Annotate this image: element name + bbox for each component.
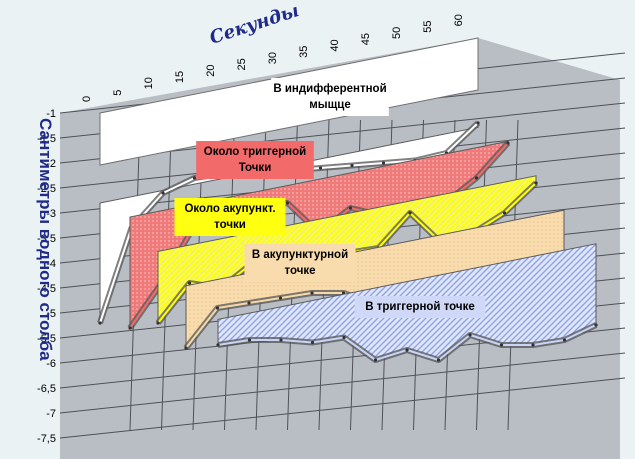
x-axis-title: Секунды: [207, 0, 302, 49]
series-label-bg-1: [196, 141, 314, 179]
data-point-4-7: [436, 358, 441, 362]
y-tick-label: -6,5: [37, 383, 56, 395]
data-point-0-2: [161, 191, 165, 195]
series-label-0: мыщце: [309, 99, 351, 111]
data-point-3-4: [310, 291, 314, 295]
data-point-4-12: [594, 323, 598, 327]
data-point-4-11: [562, 338, 567, 342]
y-tick-label: -4,5: [37, 283, 56, 295]
x-tick-label: 20: [205, 65, 217, 77]
y-tick-label: -2,5: [37, 183, 56, 195]
data-point-0-7: [318, 166, 323, 170]
gridline-h: [59, 377, 626, 439]
x-tick-label: 60: [453, 14, 465, 26]
data-point-4-1: [247, 338, 252, 342]
x-tick-label: 45: [360, 33, 372, 45]
y-tick-label: -1,5: [37, 133, 56, 145]
x-tick-label: 30: [267, 52, 279, 64]
data-point-1-12: [506, 141, 510, 145]
data-point-4-8: [468, 333, 472, 337]
data-point-0-9: [381, 161, 386, 165]
data-point-2-8: [408, 211, 412, 215]
y-tick-label: -3: [46, 208, 56, 220]
x-axis-ticks: 0 5 10 15 20 25 30 35 40 45 50 55 60: [81, 14, 465, 102]
series-label-bg-0: [271, 78, 389, 116]
series-label-3: В акупунктурной: [252, 249, 348, 261]
series-label-3: точке: [284, 265, 315, 277]
data-point-4-2: [279, 338, 283, 342]
x-tick-label: 40: [329, 39, 341, 51]
data-point-2-1: [187, 281, 192, 285]
x-tick-label: 55: [422, 20, 434, 32]
y-tick-label: -4: [46, 258, 56, 270]
data-point-0-3: [192, 176, 197, 180]
data-point-2-12: [534, 181, 538, 185]
data-point-0-12: [476, 121, 480, 125]
data-point-4-9: [499, 343, 504, 347]
data-point-1-5: [285, 201, 290, 205]
y-tick-label: -5: [46, 308, 56, 320]
data-point-1-7: [348, 206, 353, 210]
y-tick-label: -6: [46, 358, 56, 370]
x-tick-label: 0: [81, 96, 93, 102]
y-tick-label: -7,5: [37, 433, 56, 445]
data-point-4-10: [531, 343, 535, 347]
data-point-3-1: [215, 306, 220, 310]
series-label-bg-3: [244, 244, 356, 282]
data-point-0-8: [350, 163, 354, 168]
series-label-4: В триггерной точке: [365, 301, 475, 313]
data-point-0-0: [98, 321, 102, 325]
data-point-2-0: [156, 321, 160, 325]
x-tick-label: 25: [236, 58, 248, 70]
series-labels: В индифферентной мыщце Около триггерной Точ…: [174, 78, 486, 318]
data-point-1-11: [474, 176, 479, 180]
x-tick-label: 5: [112, 90, 124, 96]
series-label-2: Около акупункт.: [184, 203, 275, 215]
series-label-2: точки: [214, 219, 246, 231]
y-tick-label: -5,5: [37, 333, 56, 345]
data-point-1-0: [128, 326, 132, 330]
data-point-2-11: [502, 211, 507, 215]
data-point-4-6: [405, 348, 409, 352]
x-tick-label: 15: [174, 71, 186, 83]
series-label-1: Около триггерной: [204, 146, 306, 158]
data-point-4-5: [373, 358, 378, 362]
data-point-3-0: [184, 346, 188, 350]
data-point-4-3: [310, 340, 315, 345]
series-label-1: Точки: [239, 162, 272, 174]
x-tick-label: 10: [143, 77, 155, 89]
y-tick-label: -1: [46, 108, 56, 120]
series-label-bg-2: [174, 198, 286, 236]
x-tick-label: 35: [298, 46, 310, 58]
y-tick-label: -3,5: [37, 233, 56, 245]
x-tick-label: 50: [391, 27, 403, 39]
y-axis-title: Сантиметры водного столба: [36, 118, 55, 361]
data-point-4-4: [342, 335, 346, 340]
gridline-h: [59, 352, 626, 414]
y-tick-label: -2: [46, 158, 56, 170]
series-label-bg-4: [354, 296, 486, 318]
data-point-4-0: [216, 343, 220, 347]
y-axis-ticks: -1 -1,5 -2 -2,5 -3 -3,5 -4 -4,5 -5 -5,5 -6 -6,5 -7 -7…: [37, 108, 56, 445]
series-label-0: В индифферентной: [273, 83, 386, 95]
y-tick-label: -7: [46, 408, 56, 420]
data-point-3-2: [247, 301, 251, 305]
data-point-3-3: [278, 296, 283, 300]
